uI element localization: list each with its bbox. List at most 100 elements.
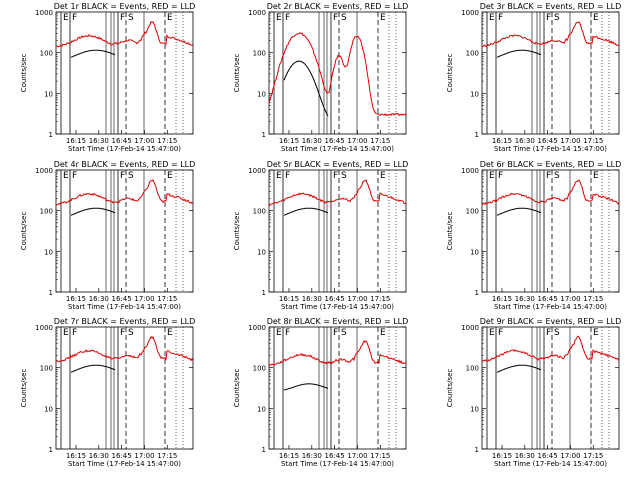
y-tick-label: 1 bbox=[262, 131, 266, 139]
y-tick-label: 10 bbox=[470, 90, 479, 98]
x-tick-label: 16:30 bbox=[515, 295, 535, 303]
y-tick-label: 1000 bbox=[248, 324, 266, 332]
marker-label: S bbox=[554, 328, 560, 338]
x-axis-label: Start Time (17-Feb-14 15:47:00) bbox=[281, 303, 394, 311]
events-series-line bbox=[283, 60, 329, 116]
x-tick-label: 16:30 bbox=[515, 452, 535, 460]
y-axis-label: Counts/sec bbox=[446, 54, 454, 93]
marker-label: F bbox=[120, 171, 125, 181]
x-tick-label: 16:15 bbox=[492, 295, 512, 303]
lld-series-line bbox=[55, 335, 194, 363]
marker-label: E bbox=[593, 13, 599, 23]
x-tick-label: 16:15 bbox=[492, 137, 512, 145]
y-tick-label: 1 bbox=[49, 446, 53, 454]
x-tick-label: 16:30 bbox=[89, 295, 109, 303]
y-tick-label: 10 bbox=[470, 405, 479, 413]
x-tick-label: 16:45 bbox=[325, 452, 345, 460]
y-axis-label: Counts/sec bbox=[446, 369, 454, 408]
lld-series-line bbox=[268, 179, 407, 206]
x-tick-label: 16:45 bbox=[538, 452, 558, 460]
marker-label: F bbox=[498, 328, 503, 338]
panel-title: Det 1r BLACK = Events, RED = LLD bbox=[54, 2, 196, 11]
detector-panel: Det 8r BLACK = Events, RED = LLD 1 10 100 10… bbox=[233, 317, 408, 468]
marker-label: S bbox=[128, 13, 134, 23]
x-tick-label: 16:45 bbox=[538, 137, 558, 145]
marker-label: S bbox=[128, 328, 134, 338]
y-axis-label: Counts/sec bbox=[233, 54, 241, 93]
marker-label: S bbox=[554, 171, 560, 181]
x-tick-label: 17:15 bbox=[370, 452, 390, 460]
x-tick-label: 16:30 bbox=[302, 137, 322, 145]
y-tick-label: 10 bbox=[257, 248, 266, 256]
detector-panel: Det 5r BLACK = Events, RED = LLD 1 10 100 10… bbox=[233, 160, 408, 311]
y-tick-label: 1000 bbox=[461, 167, 479, 175]
x-tick-label: 16:30 bbox=[302, 452, 322, 460]
marker-label: S bbox=[341, 13, 347, 23]
panel-title: Det 8r BLACK = Events, RED = LLD bbox=[267, 317, 409, 326]
x-tick-label: 17:00 bbox=[560, 452, 580, 460]
x-tick-label: 17:00 bbox=[134, 137, 154, 145]
x-tick-label: 16:45 bbox=[538, 295, 558, 303]
x-tick-label: 16:15 bbox=[66, 295, 86, 303]
y-tick-label: 100 bbox=[466, 50, 479, 58]
x-tick-label: 17:00 bbox=[560, 295, 580, 303]
events-series-line bbox=[70, 49, 116, 58]
marker-label: E bbox=[489, 328, 495, 338]
x-axis-label: Start Time (17-Feb-14 15:47:00) bbox=[68, 145, 181, 153]
x-tick-label: 16:45 bbox=[325, 295, 345, 303]
marker-label: E bbox=[276, 171, 282, 181]
y-tick-label: 100 bbox=[466, 365, 479, 373]
x-tick-label: 17:15 bbox=[370, 295, 390, 303]
marker-label: F bbox=[72, 328, 77, 338]
plot-frame bbox=[268, 169, 407, 293]
y-tick-label: 1000 bbox=[35, 167, 53, 175]
y-tick-label: 1 bbox=[49, 131, 53, 139]
marker-label: S bbox=[128, 171, 134, 181]
detector-panel: Det 6r BLACK = Events, RED = LLD 1 10 100 10… bbox=[446, 160, 621, 311]
y-tick-label: 100 bbox=[40, 208, 53, 216]
detector-panel: Det 1r BLACK = Events, RED = LLD 1 10 100 10… bbox=[20, 2, 195, 153]
y-tick-label: 10 bbox=[257, 405, 266, 413]
events-series-line bbox=[283, 207, 329, 216]
x-tick-label: 16:15 bbox=[279, 452, 299, 460]
y-tick-label: 10 bbox=[470, 248, 479, 256]
marker-label: F bbox=[120, 328, 125, 338]
x-tick-label: 17:00 bbox=[347, 137, 367, 145]
marker-label: E bbox=[167, 13, 173, 23]
x-tick-label: 16:15 bbox=[279, 137, 299, 145]
x-tick-label: 17:00 bbox=[347, 295, 367, 303]
x-tick-label: 17:15 bbox=[583, 137, 603, 145]
y-tick-label: 10 bbox=[44, 90, 53, 98]
plot-frame bbox=[268, 11, 407, 135]
panel-title: Det 2r BLACK = Events, RED = LLD bbox=[267, 2, 409, 11]
marker-label: F bbox=[546, 171, 551, 181]
y-tick-label: 100 bbox=[253, 365, 266, 373]
marker-label: E bbox=[489, 171, 495, 181]
lld-series-line bbox=[268, 32, 407, 117]
x-tick-label: 16:15 bbox=[279, 295, 299, 303]
y-tick-label: 1 bbox=[475, 446, 479, 454]
marker-label: S bbox=[341, 171, 347, 181]
marker-label: E bbox=[167, 171, 173, 181]
marker-label: F bbox=[333, 13, 338, 23]
y-axis-label: Counts/sec bbox=[20, 212, 28, 251]
marker-label: F bbox=[333, 328, 338, 338]
marker-label: F bbox=[72, 171, 77, 181]
lld-series-line bbox=[481, 21, 620, 48]
x-tick-label: 17:00 bbox=[347, 452, 367, 460]
x-tick-label: 17:00 bbox=[560, 137, 580, 145]
x-axis-label: Start Time (17-Feb-14 15:47:00) bbox=[281, 145, 394, 153]
x-tick-label: 16:45 bbox=[112, 137, 132, 145]
x-tick-label: 17:15 bbox=[370, 137, 390, 145]
y-axis-label: Counts/sec bbox=[233, 369, 241, 408]
y-axis-label: Counts/sec bbox=[446, 212, 454, 251]
marker-label: E bbox=[63, 13, 69, 23]
plot-frame bbox=[268, 326, 407, 450]
marker-label: F bbox=[546, 328, 551, 338]
lld-series-line bbox=[481, 179, 620, 206]
y-tick-label: 1000 bbox=[248, 9, 266, 17]
x-tick-label: 16:15 bbox=[66, 452, 86, 460]
x-tick-label: 17:15 bbox=[157, 452, 177, 460]
x-axis-label: Start Time (17-Feb-14 15:47:00) bbox=[494, 145, 607, 153]
